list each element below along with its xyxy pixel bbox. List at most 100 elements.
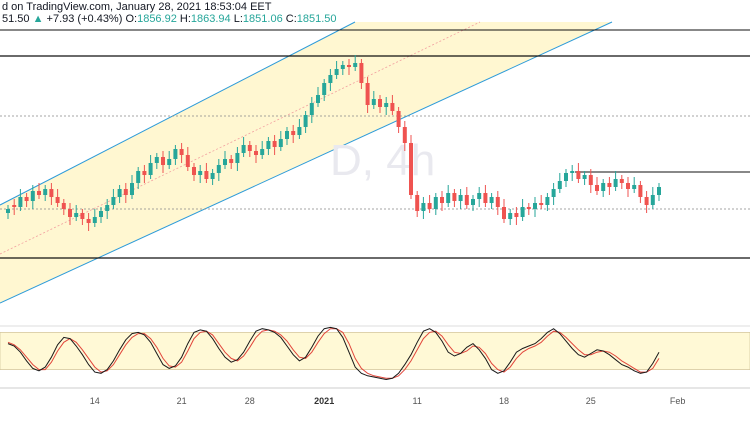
candle xyxy=(136,167,141,189)
candle xyxy=(588,169,593,193)
candle xyxy=(402,121,407,151)
candle xyxy=(390,95,395,115)
open-label: O: xyxy=(125,13,138,25)
candle xyxy=(619,175,624,189)
candle xyxy=(421,197,426,219)
candle xyxy=(520,199,525,221)
candle xyxy=(254,145,258,163)
candle xyxy=(322,79,327,101)
candle xyxy=(471,195,475,211)
candle-body xyxy=(545,197,550,205)
candle xyxy=(99,207,103,223)
candle-body xyxy=(495,197,500,207)
candle xyxy=(173,145,178,165)
candle-body xyxy=(632,185,637,189)
candle xyxy=(278,131,283,151)
candle xyxy=(384,97,389,115)
candle-body xyxy=(464,195,469,205)
candle-body xyxy=(229,159,234,163)
candle xyxy=(216,159,221,181)
candle xyxy=(272,135,277,155)
candle xyxy=(557,173,562,193)
ascending-channel[interactable] xyxy=(0,21,613,304)
horizontal-levels[interactable] xyxy=(0,29,750,259)
candle xyxy=(148,155,153,179)
candle xyxy=(74,205,79,221)
candle xyxy=(508,209,513,225)
candle xyxy=(582,171,587,185)
candle-body xyxy=(99,211,103,217)
candle-body xyxy=(533,203,537,209)
candle xyxy=(353,55,358,71)
stoch-k-line xyxy=(7,326,660,381)
candle-body xyxy=(247,145,252,151)
candle xyxy=(142,165,147,183)
candle-body xyxy=(440,197,444,203)
candle-body xyxy=(272,141,277,147)
candle-body xyxy=(340,65,345,69)
candle-body xyxy=(427,203,432,209)
ohlc-readout: 51.50 ▲ +7.93 (+0.43%) O:1856.92 H:1863.… xyxy=(2,13,337,25)
candle xyxy=(18,189,23,211)
candle xyxy=(316,87,320,107)
price-change: +7.93 (+0.43%) xyxy=(46,13,123,25)
candle xyxy=(638,181,643,203)
candle-body xyxy=(446,193,451,203)
candle-body xyxy=(210,173,215,179)
open-value: 1856.92 xyxy=(137,13,177,25)
publish-info: d on TradingView.com, January 28, 2021 1… xyxy=(2,1,272,13)
candle xyxy=(378,95,382,113)
axis-tick-label: 25 xyxy=(585,396,596,406)
candle-body xyxy=(390,103,395,111)
candle xyxy=(43,185,48,201)
candle-body xyxy=(68,209,72,217)
candle xyxy=(365,77,370,113)
candle xyxy=(161,151,165,173)
candle-body xyxy=(402,127,407,143)
axis-tick-label: 11 xyxy=(412,396,422,406)
candle xyxy=(123,183,128,203)
axis-tick-label: 2021 xyxy=(314,396,335,406)
candle-body xyxy=(359,63,364,83)
candle-body xyxy=(105,205,110,211)
candle-body xyxy=(117,189,122,197)
candle xyxy=(6,205,10,219)
candle-body xyxy=(167,159,172,165)
candle-body xyxy=(433,197,438,209)
candle-body xyxy=(74,213,79,217)
candle-body xyxy=(353,63,358,67)
candle-body xyxy=(6,209,10,213)
candle xyxy=(526,203,531,215)
candle xyxy=(632,177,637,193)
candle-body xyxy=(179,149,184,155)
candle-body xyxy=(130,183,134,195)
candle xyxy=(458,189,463,209)
candle-body xyxy=(55,197,60,203)
candle xyxy=(545,193,550,211)
candle-body xyxy=(322,83,327,95)
candle-body xyxy=(607,183,612,187)
candle-body xyxy=(192,167,196,175)
candle-body xyxy=(576,171,581,179)
candle-body xyxy=(557,181,562,189)
low-value: 1851.06 xyxy=(242,13,283,25)
watermark: D, 4h xyxy=(330,136,435,185)
candle xyxy=(464,187,469,209)
candle xyxy=(539,195,544,209)
candle xyxy=(55,189,60,207)
high-label: H: xyxy=(179,13,191,25)
candle-body xyxy=(309,103,314,115)
candle-body xyxy=(650,195,655,205)
candle xyxy=(551,183,556,205)
candle-body xyxy=(148,163,153,175)
candle-body xyxy=(588,175,593,185)
candle xyxy=(657,183,661,201)
candle xyxy=(241,137,246,157)
candle xyxy=(446,185,451,207)
high-value: 1863.94 xyxy=(190,13,231,25)
channel-median-line xyxy=(0,21,481,255)
candle-body xyxy=(154,157,159,163)
candle-body xyxy=(489,197,494,203)
candle xyxy=(570,165,575,181)
